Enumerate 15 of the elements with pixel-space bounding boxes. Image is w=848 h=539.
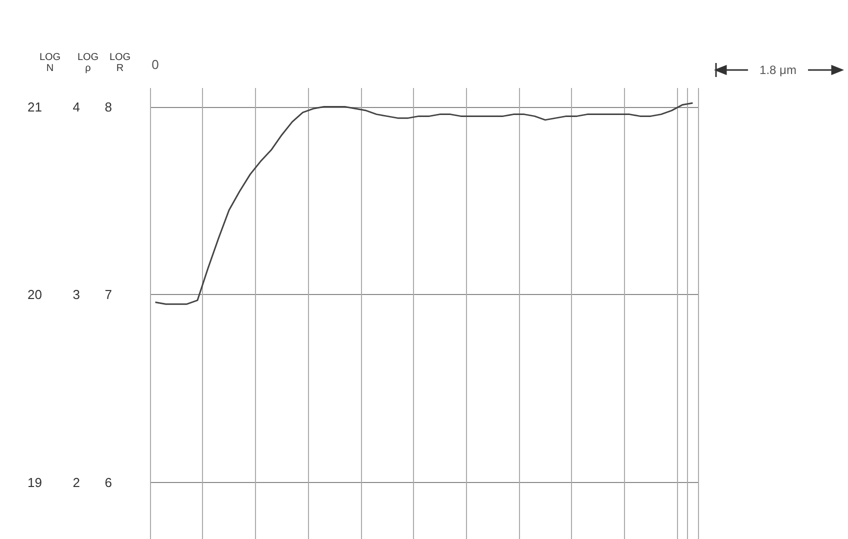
text: 0 <box>152 57 159 72</box>
y2-tick-label: 3 <box>72 287 80 302</box>
y3-tick-label: 21 <box>28 99 42 114</box>
y-axis-title: LOG R <box>109 52 131 74</box>
y-tick-label: 6 <box>104 475 112 490</box>
y3-tick-label: 19 <box>28 475 42 490</box>
y2-tick-label: 2 <box>72 475 80 490</box>
text: 1.8 μm <box>760 63 796 77</box>
y-tick-label: 7 <box>104 287 112 302</box>
y2-axis-title: LOG ρ <box>77 52 99 74</box>
line-series <box>154 102 694 305</box>
y-tick-label: 8 <box>104 99 112 114</box>
y2-tick-label: 4 <box>72 99 80 114</box>
y3-axis-title: LOG N <box>39 52 61 74</box>
y3-tick-label: 20 <box>28 287 42 302</box>
